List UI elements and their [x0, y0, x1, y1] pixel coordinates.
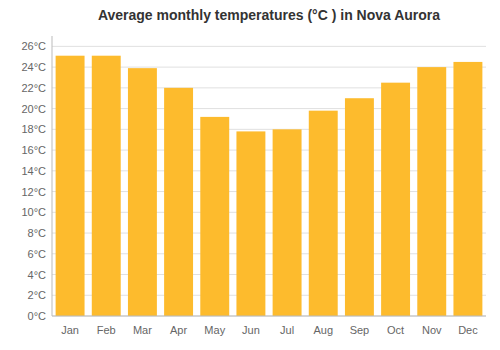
y-tick-label: 8°C	[28, 227, 47, 239]
x-tick-label: Feb	[97, 324, 116, 336]
y-tick-label: 0°C	[28, 310, 47, 322]
bar	[236, 131, 265, 316]
bar	[92, 56, 121, 316]
bar	[309, 111, 338, 316]
grid-line	[52, 316, 486, 317]
x-tick-label: Aug	[313, 324, 333, 336]
y-tick-label: 22°C	[21, 82, 46, 94]
x-tick-label: Nov	[422, 324, 442, 336]
grid-line	[52, 46, 486, 47]
y-tick-label: 12°C	[21, 186, 46, 198]
x-tick-label: May	[204, 324, 225, 336]
bar	[273, 129, 302, 316]
y-axis-line	[52, 36, 53, 316]
x-tick-label: Jan	[61, 324, 79, 336]
bar	[200, 117, 229, 316]
x-tick-label: Dec	[458, 324, 478, 336]
grid	[52, 46, 486, 316]
bar	[381, 83, 410, 316]
bar	[417, 67, 446, 316]
chart-svg: Average monthly temperatures (°C ) in No…	[0, 0, 500, 350]
y-tick-label: 16°C	[21, 144, 46, 156]
y-tick-label: 14°C	[21, 165, 46, 177]
x-tick-label: Sep	[350, 324, 370, 336]
chart-container: Average monthly temperatures (°C ) in No…	[0, 0, 500, 350]
bar	[345, 98, 374, 316]
x-axis: Jan Feb Mar Apr May Jun Jul Aug Sep Oct Nov Dec	[52, 316, 486, 336]
bars	[56, 56, 483, 316]
y-tick-label: 26°C	[21, 40, 46, 52]
x-tick-label: Apr	[170, 324, 187, 336]
bar	[56, 56, 85, 316]
title: Average monthly temperatures (°C ) in No…	[98, 7, 440, 23]
bar	[128, 68, 157, 316]
y-axis: 0°C 2°C 4°C 6°C 8°C 10°C 12°C 14°C 16°C 18°C 20°C 2…	[21, 36, 52, 322]
y-tick-label: 24°C	[21, 61, 46, 73]
y-tick-label: 20°C	[21, 103, 46, 115]
y-tick-label: 6°C	[28, 248, 47, 260]
bar	[164, 88, 193, 316]
y-tick-label: 18°C	[21, 123, 46, 135]
y-tick-label: 10°C	[21, 206, 46, 218]
y-tick-label: 2°C	[28, 289, 47, 301]
x-tick-label: Jul	[280, 324, 294, 336]
x-axis-line	[52, 316, 486, 317]
x-tick-label: Jun	[242, 324, 260, 336]
x-tick-label: Mar	[133, 324, 152, 336]
y-tick-label: 4°C	[28, 269, 47, 281]
bar	[453, 62, 482, 316]
x-tick-label: Oct	[387, 324, 404, 336]
